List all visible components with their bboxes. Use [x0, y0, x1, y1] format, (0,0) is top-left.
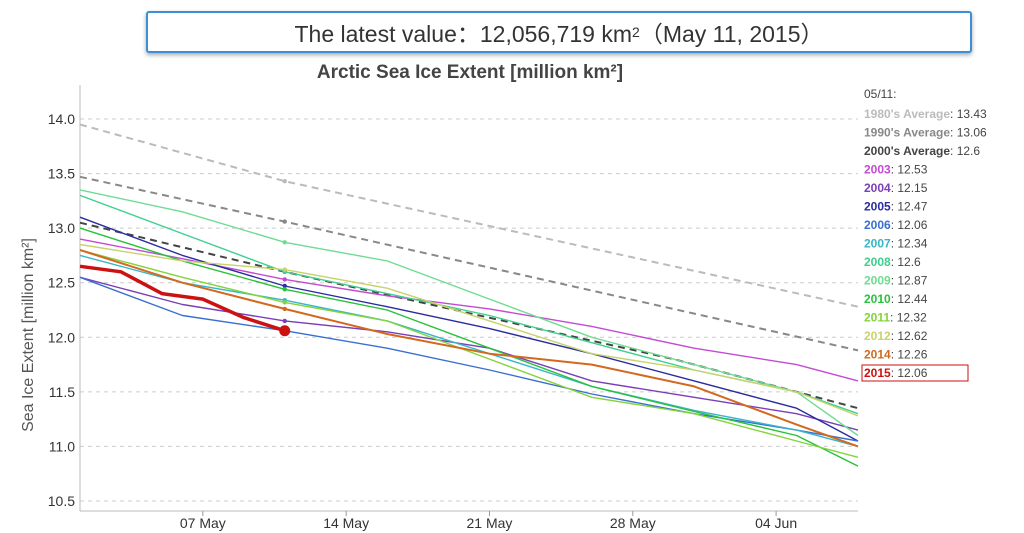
x-tick-label: 21 May: [467, 515, 513, 531]
legend-name: 2015: [864, 366, 891, 380]
legend-value: : 12.47: [891, 200, 928, 214]
legend-entry-2008: 2008: 12.6: [864, 255, 921, 269]
y-axis-label: Sea Ice Extent [million km²]: [20, 238, 37, 432]
series-line-2009: [79, 189, 859, 437]
legend-value: : 13.06: [950, 126, 987, 140]
legend-value: : 12.53: [891, 163, 928, 177]
x-tick-label: 28 May: [610, 515, 656, 531]
banner-superscript: 2: [632, 24, 640, 40]
legend-entry-2004: 2004: 12.15: [864, 181, 928, 195]
series-marker-2010: [282, 287, 287, 292]
legend-entry-1990-s-average: 1990's Average: 13.06: [864, 126, 987, 140]
legend-entry-1980-s-average: 1980's Average: 13.43: [864, 107, 987, 121]
legend-name: 2010: [864, 292, 891, 306]
legend-name: 1990's Average: [864, 126, 950, 140]
latest-value-banner: The latest value：12,056,719 km 2 （May 11, …: [146, 11, 972, 53]
series-marker-1980-s-average: [282, 179, 287, 184]
legend-value: : 12.06: [891, 218, 928, 232]
legend-entry-2014: 2014: 12.26: [864, 348, 928, 362]
y-tick-label: 12.0: [48, 329, 75, 345]
legend-value: : 12.34: [891, 237, 928, 251]
y-tick-label: 13.0: [48, 220, 75, 236]
series-marker-2011: [282, 300, 287, 305]
legend-entry-2011: 2011: 12.32: [864, 311, 927, 325]
series-marker-2005: [282, 283, 287, 289]
y-tick-label: 13.5: [48, 166, 75, 182]
series-line-2005: [79, 216, 859, 442]
y-tick-label: 14.0: [48, 111, 75, 127]
legend-name: 2008: [864, 255, 891, 269]
series-marker-2004: [282, 318, 287, 324]
x-tick-label: 04 Jun: [755, 515, 797, 531]
series-line-2006: [79, 276, 859, 442]
series-marker-1990-s-average: [282, 219, 287, 224]
series-line-2004: [79, 276, 859, 431]
legend-name: 1980's Average: [864, 107, 950, 121]
series-line-2014: [79, 249, 859, 448]
legend-value: : 12.32: [890, 311, 927, 325]
series-line-2015: [79, 264, 286, 333]
legend-name: 2009: [864, 274, 891, 288]
legend-name: 2004: [864, 181, 891, 195]
legend-value: : 12.26: [891, 348, 928, 362]
y-tick-label: 12.5: [48, 275, 75, 291]
legend-value: : 12.06: [891, 366, 928, 380]
series-line-1980-s-average: [79, 123, 859, 308]
series-line-2010: [79, 227, 859, 467]
legend-entry-2010: 2010: 12.44: [864, 292, 928, 306]
banner-prefix: The latest value：12,056,719 km: [294, 21, 633, 47]
series-line-2000-s-average: [79, 221, 859, 410]
legend-name: 2003: [864, 163, 891, 177]
series-marker-2003: [282, 277, 287, 282]
legend-entry-2009: 2009: 12.87: [864, 274, 928, 288]
legend-entry-2003: 2003: 12.53: [864, 163, 928, 177]
x-tick-label: 14 May: [323, 515, 369, 531]
legend-entry-2006: 2006: 12.06: [864, 218, 928, 232]
legend-entry-2000-s-average: 2000's Average: 12.6: [864, 144, 980, 158]
series-marker-2012: [282, 267, 287, 272]
legend-name: 2006: [864, 218, 891, 232]
x-tick-label: 07 May: [180, 515, 226, 531]
series-line-2012: [79, 243, 859, 417]
y-tick-label: 10.5: [48, 493, 75, 509]
y-tick-label: 11.5: [49, 384, 75, 400]
legend-highlight-box: [861, 364, 969, 382]
axes: 10.5 11.0 11.5 12.0 12.5 13.0 13.5 14.0 07 May 14…: [48, 85, 858, 531]
legend-value: : 12.87: [891, 274, 928, 288]
legend-name: 2011: [864, 311, 890, 325]
legend-value: : 13.43: [950, 107, 987, 121]
legend-name: 2007: [864, 237, 891, 251]
series-line-2011: [79, 249, 859, 458]
legend-name: 2012: [864, 329, 891, 343]
legend-value: : 12.62: [891, 329, 928, 343]
legend-value: : 12.6: [950, 144, 980, 158]
grid-lines: [80, 118, 858, 502]
legend-value: : 12.6: [891, 255, 921, 269]
chart-title: Arctic Sea Ice Extent [million km²]: [317, 62, 623, 83]
legend-value: : 12.44: [891, 292, 928, 306]
series-line-2008: [79, 194, 859, 415]
legend-name: 2000's Average: [864, 144, 950, 158]
legend-name: 2014: [864, 348, 891, 362]
series-marker-2014: [282, 306, 287, 312]
y-tick-label: 11.0: [49, 438, 75, 454]
series-marker-2015: [279, 325, 291, 337]
legend-entry-2015: 2015: 12.06: [864, 366, 928, 380]
banner-suffix: （May 11, 2015）: [639, 21, 824, 47]
legend-entry-2012: 2012: 12.62: [864, 329, 928, 343]
series-lines: [79, 123, 859, 467]
legend-name: 2005: [864, 200, 891, 214]
legend-title: 05/11:: [864, 87, 896, 101]
series-marker-2009: [282, 240, 287, 245]
legend-entry-2007: 2007: 12.34: [864, 237, 928, 251]
legend-entry-2005: 2005: 12.47: [864, 200, 928, 214]
legend-value: : 12.15: [891, 181, 928, 195]
